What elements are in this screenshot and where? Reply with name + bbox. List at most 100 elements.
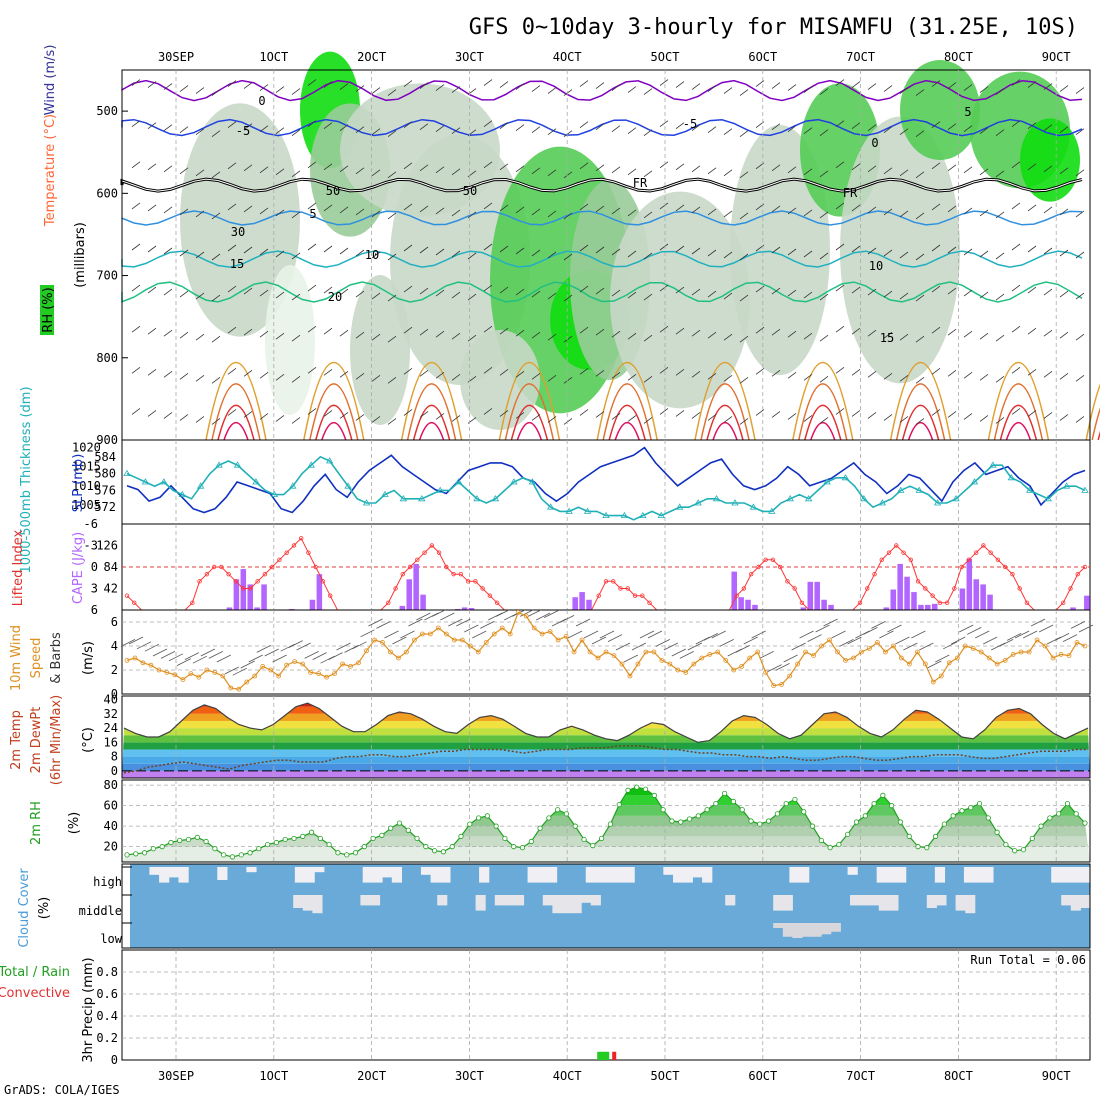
wind-barb: [131, 243, 141, 251]
wind-barb: [179, 373, 189, 380]
wind-speed-point: [994, 661, 1000, 667]
rh-point: [352, 850, 359, 856]
wind-barb: [835, 325, 845, 333]
wind-barb: [547, 375, 557, 382]
cape-bar: [316, 574, 323, 610]
rh-point: [177, 837, 183, 844]
wind-barb: [723, 169, 733, 177]
wind-speed-point: [819, 643, 824, 649]
cloud-bar: [1061, 895, 1072, 906]
wind-speed-point: [483, 640, 489, 645]
wind-barb: [607, 634, 623, 642]
temp2m-label-b: 2m DewPt: [29, 707, 44, 774]
rh-point: [133, 851, 139, 857]
li-point: [1002, 564, 1008, 570]
wind-barb: [963, 84, 973, 91]
wind-speed-point: [515, 610, 521, 615]
li-point: [284, 550, 289, 555]
top-date-label: 30SEP: [158, 50, 194, 64]
wind-barb: [659, 243, 669, 251]
wind-barb: [163, 165, 173, 173]
rh-point: [467, 821, 473, 827]
wind-barb: [419, 411, 429, 418]
wind-barb: [147, 245, 157, 253]
wind-barb: [131, 202, 141, 210]
wind-speed-point: [148, 662, 154, 668]
rh-point: [651, 792, 657, 798]
wind-barb: [867, 371, 877, 378]
wind-barb: [163, 206, 173, 214]
millibars-label: (millibars): [73, 222, 88, 288]
wind-barb: [998, 639, 1014, 647]
wind-barb: [291, 293, 301, 301]
li-point: [632, 593, 638, 598]
rh-point: [581, 836, 587, 843]
cloud-bar: [542, 895, 553, 906]
rh-point: [229, 854, 236, 860]
rh2m-unit: (%): [67, 812, 82, 835]
isotherm: [121, 210, 1083, 226]
rh-point: [976, 800, 983, 807]
li-point: [799, 600, 805, 606]
cloud-bar: [782, 895, 793, 911]
wind-barb: [803, 415, 813, 422]
rh-point: [1020, 847, 1027, 853]
wind-barb: [163, 412, 173, 419]
wind-barb: [899, 210, 909, 218]
wind-barb: [179, 126, 189, 133]
li-point: [429, 543, 435, 548]
wind-barb: [1075, 416, 1085, 423]
wind-barb: [355, 373, 365, 380]
wind-barb: [599, 630, 615, 639]
top-date-axis: 30SEP 1OCT 2OCT 3OCT 4OCT 5OCT 6OCT 7OCT 8OCT 9OC…: [158, 50, 1071, 64]
wind-barb: [643, 211, 653, 219]
wind-barb: [531, 290, 541, 298]
wind-barb: [339, 206, 349, 214]
cape-bar: [807, 581, 814, 610]
wind-barb: [384, 630, 399, 639]
rh-point: [370, 835, 376, 842]
li-point: [944, 600, 950, 606]
wind-barb: [360, 629, 375, 638]
wind-barb: [931, 162, 941, 170]
cape-bar: [288, 608, 295, 610]
wind-speed-point: [228, 685, 234, 691]
wind-barb: [979, 127, 989, 134]
wind-barb: [211, 294, 221, 302]
wind-barb: [243, 164, 253, 172]
wind-barb: [483, 325, 493, 333]
isotherm: [121, 178, 1083, 192]
wind-barb: [563, 418, 573, 425]
wind-barb: [1078, 624, 1094, 633]
wind-barb: [979, 209, 989, 217]
wind-barb: [307, 408, 317, 415]
cloud-bar: [304, 867, 315, 883]
rh-point: [818, 837, 824, 844]
wind-speed-point: [843, 658, 848, 663]
wind-speed-point: [707, 652, 713, 657]
y-tick-label: 1010: [72, 479, 101, 493]
wind-speed-point: [284, 662, 290, 668]
thickness-point: [1044, 495, 1052, 502]
rh-point: [238, 852, 244, 858]
wind-barb: [771, 370, 781, 377]
rh-point: [265, 841, 271, 848]
wind-barb: [339, 412, 349, 419]
wind-barb: [723, 333, 733, 341]
cape-bar: [233, 579, 240, 610]
thickness-point: [307, 461, 315, 468]
wind-speed-line: [126, 611, 1086, 690]
wind-barb: [440, 612, 455, 621]
cape-bar: [800, 607, 807, 610]
wind-speed-point: [906, 661, 912, 667]
wind-barb: [1075, 375, 1085, 382]
wind-barb: [627, 250, 637, 258]
rh-point: [713, 800, 719, 807]
wind-barb: [355, 85, 365, 92]
cape-panel-labels: Lifted Index CAPE (J/kg): [11, 529, 86, 606]
wind-speed-point: [675, 667, 681, 673]
wind-barb: [547, 333, 557, 341]
wind-speed-point: [747, 655, 753, 661]
rh-point: [845, 831, 851, 837]
wind-barb: [595, 123, 605, 130]
